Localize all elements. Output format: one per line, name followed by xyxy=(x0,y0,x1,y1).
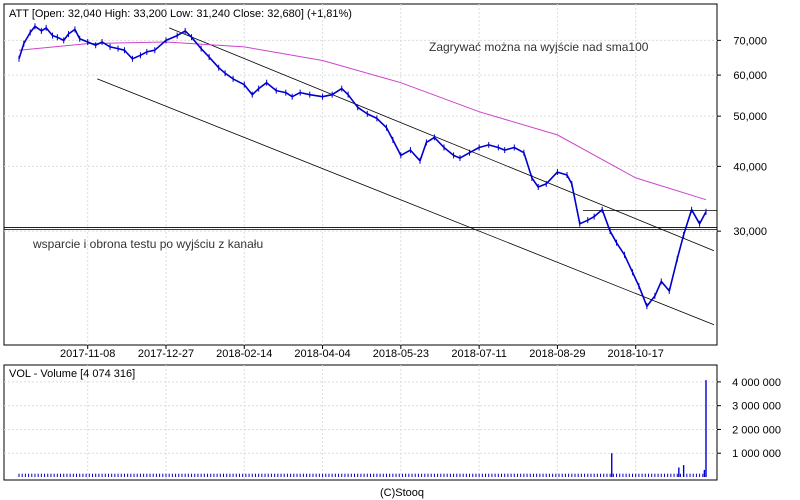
volume-ytick-label: 3 000 000 xyxy=(732,401,781,413)
price-ytick-label: 60,000 xyxy=(733,70,767,82)
price-ytick-label: 30,000 xyxy=(733,226,767,238)
price-header: ATT [Open: 32,040 High: 33,200 Low: 31,2… xyxy=(9,8,352,20)
trend-lines xyxy=(4,27,717,326)
x-tick-label: 2018-07-11 xyxy=(451,348,506,360)
price-line xyxy=(18,25,707,308)
price-ytick-label: 40,000 xyxy=(733,161,767,173)
x-tick-label: 2018-04-04 xyxy=(294,348,350,360)
volume-ytick-label: 1 000 000 xyxy=(732,448,781,460)
x-tick-label: 2018-02-14 xyxy=(216,348,272,360)
axes: 30,000 40,000 50,000 60,000 70,000 2017-11-08… xyxy=(60,35,781,460)
volume-bars xyxy=(18,380,707,477)
volume-panel xyxy=(3,364,718,481)
grid xyxy=(4,4,717,480)
channel-lower-line xyxy=(97,78,715,326)
sma100-line xyxy=(18,41,707,201)
volume-ytick-label: 4 000 000 xyxy=(732,377,781,389)
x-tick-label: 2017-11-08 xyxy=(60,348,115,360)
price-ytick-label: 70,000 xyxy=(733,35,767,47)
credit: (C)Stooq xyxy=(380,487,424,499)
volume-ytick-label: 2 000 000 xyxy=(732,424,781,436)
x-tick-label: 2018-08-29 xyxy=(529,348,585,360)
series xyxy=(18,23,707,310)
price-panel xyxy=(3,3,718,346)
annotation-sma100: Zagrywać można na wyjście nad sma100 xyxy=(429,40,649,54)
x-tick-label: 2018-05-23 xyxy=(373,348,429,360)
channel-upper-line xyxy=(169,27,715,252)
price-ytick-label: 50,000 xyxy=(733,111,767,123)
volume-header: VOL - Volume [4 074 316] xyxy=(9,368,135,380)
x-tick-label: 2018-10-17 xyxy=(608,348,664,360)
x-tick-label: 2017-12-27 xyxy=(138,348,194,360)
annotation-support: wsparcie i obrona testu po wyjściu z kan… xyxy=(32,237,263,251)
